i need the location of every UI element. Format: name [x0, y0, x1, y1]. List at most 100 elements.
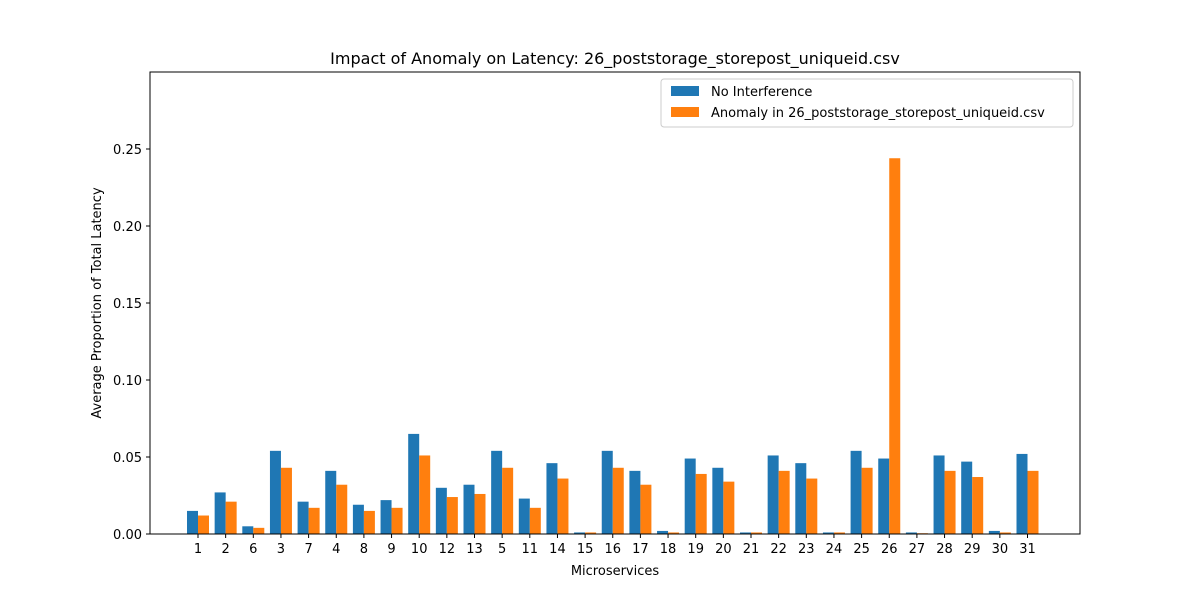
bar-no-interference-4	[325, 470, 337, 534]
x-tick-label-3: 3	[277, 542, 285, 557]
x-tick-label-4: 4	[332, 542, 340, 557]
bar-no-interference-3	[269, 450, 281, 534]
x-tick-label-28: 28	[936, 542, 953, 557]
x-tick-label-15: 15	[577, 542, 594, 557]
x-tick-label-20: 20	[715, 542, 732, 557]
bar-anomaly-30	[999, 532, 1011, 534]
x-tick-label-14: 14	[549, 542, 566, 557]
legend: No Interference Anomaly in 26_poststorag…	[660, 78, 1074, 128]
bar-no-interference-9	[380, 500, 392, 534]
x-tick-label-5: 5	[498, 542, 506, 557]
bar-no-interference-10	[408, 433, 420, 534]
bar-anomaly-24	[833, 532, 845, 534]
bar-no-interference-28	[933, 455, 945, 534]
bar-anomaly-23	[806, 478, 818, 534]
bar-no-interference-14	[546, 463, 558, 534]
bar-anomaly-16	[612, 467, 624, 534]
x-tick-label-22: 22	[770, 542, 787, 557]
bar-no-interference-27	[905, 532, 917, 534]
bar-anomaly-14	[557, 478, 569, 534]
bar-anomaly-28	[944, 470, 956, 534]
x-tick-label-17: 17	[632, 542, 649, 557]
bar-no-interference-1	[187, 510, 198, 534]
bar-anomaly-19	[695, 473, 707, 534]
bar-anomaly-25	[861, 467, 873, 534]
x-tick-label-27: 27	[909, 542, 926, 557]
bar-no-interference-15	[574, 532, 586, 534]
x-tick-label-7: 7	[304, 542, 312, 557]
bar-anomaly-1	[198, 515, 209, 534]
bar-no-interference-2	[214, 492, 226, 534]
bar-no-interference-31	[1016, 453, 1028, 534]
bar-anomaly-11	[529, 507, 541, 534]
bar-no-interference-26	[878, 458, 890, 534]
bar-no-interference-13	[463, 484, 475, 534]
bar-anomaly-20	[723, 481, 735, 534]
bar-no-interference-24	[822, 532, 834, 534]
x-tick-label-26: 26	[881, 542, 898, 557]
bar-anomaly-2	[225, 501, 237, 534]
bar-anomaly-26	[889, 158, 901, 535]
bar-anomaly-4	[336, 484, 348, 534]
bar-anomaly-31	[1027, 470, 1039, 534]
y-tick-label-0.00: 0.00	[113, 528, 142, 543]
bar-no-interference-6	[242, 526, 254, 534]
chart-title: Impact of Anomaly on Latency: 26_poststo…	[330, 49, 900, 69]
x-tick-label-10: 10	[411, 542, 428, 557]
bar-anomaly-10	[419, 455, 431, 534]
bar-no-interference-8	[352, 504, 364, 534]
bar-no-interference-20	[712, 467, 724, 534]
bar-no-interference-22	[767, 455, 779, 534]
x-tick-label-2: 2	[222, 542, 230, 557]
plot-area-frame	[149, 71, 1081, 535]
bar-anomaly-18	[668, 532, 680, 534]
legend-label-anomaly: Anomaly in 26_poststorage_storepost_uniq…	[711, 106, 1045, 121]
x-tick-label-6: 6	[249, 542, 257, 557]
bar-anomaly-29	[972, 477, 984, 534]
x-tick-label-1: 1	[194, 542, 202, 557]
bar-no-interference-5	[491, 450, 503, 534]
bars-group	[187, 158, 1039, 535]
bar-anomaly-8	[363, 510, 375, 534]
x-tick-label-18: 18	[660, 542, 677, 557]
x-tick-label-8: 8	[360, 542, 368, 557]
x-tick-label-24: 24	[826, 542, 843, 557]
x-tick-label-21: 21	[743, 542, 760, 557]
x-tick-label-13: 13	[466, 542, 483, 557]
legend-swatch-anomaly	[671, 107, 699, 117]
bar-no-interference-19	[684, 458, 696, 534]
bar-anomaly-5	[502, 467, 514, 534]
x-tick-label-9: 9	[387, 542, 395, 557]
bar-anomaly-22	[778, 470, 790, 534]
x-tick-label-23: 23	[798, 542, 815, 557]
x-tick-label-31: 31	[1019, 542, 1036, 557]
legend-box	[660, 78, 1074, 128]
x-tick-label-19: 19	[687, 542, 704, 557]
bar-anomaly-3	[280, 467, 292, 534]
x-tick-label-11: 11	[522, 542, 539, 557]
y-axis-ticks: 0.00 0.05 0.10 0.15 0.20 0.25	[113, 143, 150, 543]
x-tick-label-29: 29	[964, 542, 981, 557]
bar-anomaly-9	[391, 507, 403, 534]
x-tick-label-12: 12	[439, 542, 456, 557]
bar-anomaly-15	[585, 532, 597, 534]
bar-anomaly-13	[474, 493, 486, 534]
y-tick-label-0.05: 0.05	[113, 451, 142, 466]
x-tick-label-25: 25	[853, 542, 870, 557]
y-tick-label-0.25: 0.25	[113, 143, 142, 158]
bar-anomaly-21	[751, 532, 762, 534]
bar-no-interference-17	[629, 470, 641, 534]
x-axis-ticks: 1 2 6 3 7 4 8 9 10 12 13 5 11 14 15 16 17 18 19 20 21 22 23 24 2…	[194, 534, 1036, 557]
x-tick-label-16: 16	[604, 542, 621, 557]
bar-no-interference-18	[657, 530, 669, 534]
bar-anomaly-7	[308, 507, 320, 534]
bar-anomaly-12	[446, 497, 458, 534]
bar-no-interference-23	[795, 463, 807, 534]
legend-label-no-interference: No Interference	[711, 85, 812, 100]
bar-no-interference-7	[297, 501, 309, 534]
y-tick-label-0.10: 0.10	[113, 374, 142, 389]
bar-no-interference-30	[988, 530, 1000, 534]
y-tick-label-0.20: 0.20	[113, 220, 142, 235]
y-tick-label-0.15: 0.15	[113, 297, 142, 312]
bar-anomaly-6	[253, 527, 265, 534]
